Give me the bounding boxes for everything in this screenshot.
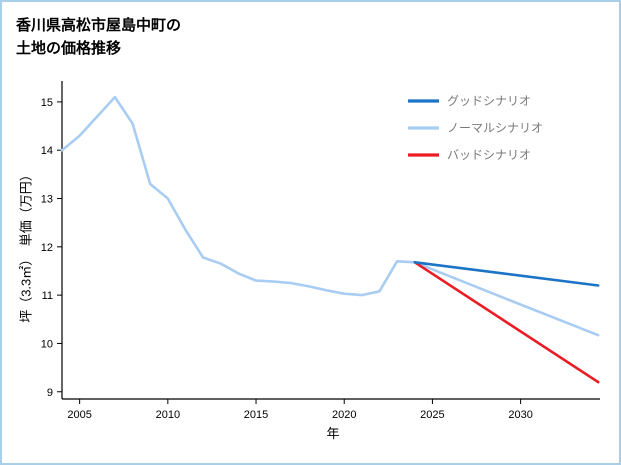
- x-tick-label: 2015: [244, 409, 268, 421]
- y-axis-label: 坪（3.3㎡） 単価（万円）: [18, 168, 34, 323]
- x-axis-label: 年: [326, 426, 340, 441]
- bad-scenario-line: [413, 260, 600, 384]
- x-tick-label: 2030: [508, 409, 532, 421]
- x-tick-label: 2005: [67, 409, 91, 421]
- y-tick-label: 13: [41, 194, 53, 206]
- historical-price-line: [60, 95, 417, 297]
- legend-item-bad: バッドシナリオ: [408, 148, 531, 162]
- chart-title: 香川県高松市屋島中町の 土地の価格推移: [16, 14, 181, 61]
- y-tick-label: 11: [42, 290, 53, 302]
- good-scenario-line: [413, 260, 600, 287]
- legend-item-good: グッドシナリオ: [408, 94, 531, 108]
- y-tick-label: 10: [41, 338, 53, 350]
- chart-title-line2: 土地の価格推移: [16, 40, 122, 58]
- y-tick-label: 9: [47, 387, 53, 399]
- x-tick-label: 2010: [156, 409, 180, 421]
- legend-label-normal: ノーマルシナリオ: [447, 121, 543, 135]
- y-tick-label: 15: [41, 97, 53, 109]
- x-tick-label: 2025: [420, 409, 444, 421]
- chart-title-line1: 香川県高松市屋島中町の: [16, 17, 182, 34]
- normal-scenario-line: [413, 260, 600, 337]
- legend-label-good: グッドシナリオ: [447, 94, 531, 108]
- y-tick-label: 12: [41, 242, 53, 254]
- legend-label-bad: バッドシナリオ: [447, 148, 531, 162]
- x-tick-label: 2020: [332, 409, 356, 421]
- legend-item-normal: ノーマルシナリオ: [408, 121, 543, 135]
- y-tick-label: 14: [41, 145, 53, 157]
